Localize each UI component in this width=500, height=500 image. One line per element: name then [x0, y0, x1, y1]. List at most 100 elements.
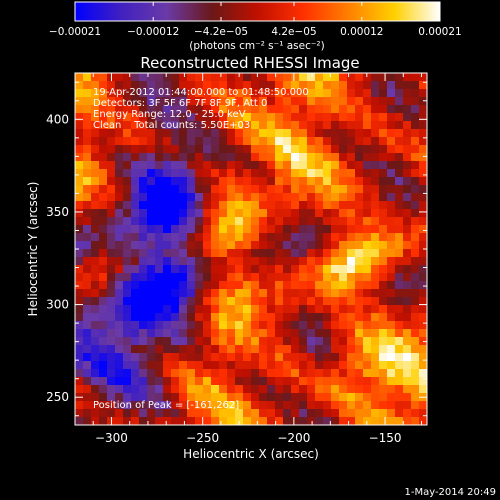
heatmap-cell [267, 241, 276, 250]
heatmap-cell [243, 401, 252, 410]
heatmap-cell [339, 393, 348, 402]
heatmap-cell [187, 297, 196, 306]
heatmap-cell [107, 105, 116, 114]
heatmap-cell [83, 201, 92, 210]
heatmap-cell [179, 153, 188, 162]
heatmap-cell [315, 385, 324, 394]
heatmap-cell [355, 409, 364, 418]
heatmap-cell [355, 273, 364, 282]
heatmap-cell [251, 273, 260, 282]
heatmap-cell [171, 73, 180, 82]
heatmap-cell [123, 193, 132, 202]
heatmap-cell [267, 153, 276, 162]
heatmap-cell [259, 201, 268, 210]
heatmap-cell [291, 89, 300, 98]
heatmap-cell [331, 113, 340, 122]
heatmap-cell [283, 289, 292, 298]
heatmap-cell [371, 121, 380, 130]
heatmap-cell [203, 321, 212, 330]
heatmap-cell [179, 345, 188, 354]
heatmap-cell [307, 257, 316, 266]
heatmap-cell [235, 257, 244, 266]
heatmap-cell [291, 73, 300, 82]
heatmap-cell [275, 145, 284, 154]
heatmap-cell [123, 209, 132, 218]
heatmap-cell [219, 113, 228, 122]
heatmap-cell [395, 89, 404, 98]
heatmap-cell [243, 345, 252, 354]
heatmap-cell [171, 305, 180, 314]
heatmap-cell [131, 321, 140, 330]
heatmap-cell [75, 201, 84, 210]
heatmap-cell [203, 153, 212, 162]
heatmap-cell [163, 209, 172, 218]
heatmap-cell [339, 289, 348, 298]
heatmap-cell [283, 105, 292, 114]
heatmap-cell [155, 353, 164, 362]
heatmap-cell [123, 185, 132, 194]
heatmap-cell [387, 337, 396, 346]
heatmap-cell [395, 121, 404, 130]
heatmap-cell [187, 81, 196, 90]
heatmap-cell [83, 257, 92, 266]
heatmap-cell [283, 225, 292, 234]
heatmap-cell [347, 345, 356, 354]
heatmap-cell [163, 73, 172, 82]
heatmap-cell [315, 289, 324, 298]
heatmap-cell [203, 121, 212, 130]
heatmap-cell [91, 137, 100, 146]
heatmap-cell [323, 153, 332, 162]
heatmap-cell [115, 337, 124, 346]
heatmap-cell [395, 385, 404, 394]
heatmap-cell [75, 225, 84, 234]
heatmap-cell [163, 105, 172, 114]
heatmap-cell [251, 265, 260, 274]
heatmap-cell [291, 145, 300, 154]
heatmap-cell [251, 193, 260, 202]
y-tick-label: 250 [46, 390, 69, 404]
heatmap-cell [115, 129, 124, 138]
heatmap-cell [235, 353, 244, 362]
colorbar-tick-label: 0.00012 [340, 26, 383, 38]
heatmap-cell [299, 345, 308, 354]
heatmap-cell [363, 89, 372, 98]
heatmap-cell [307, 73, 316, 82]
heatmap-cell [363, 233, 372, 242]
heatmap-cell [419, 185, 428, 194]
heatmap-cell [211, 153, 220, 162]
heatmap-cell [259, 113, 268, 122]
heatmap-cell [379, 265, 388, 274]
heatmap-cell [315, 113, 324, 122]
heatmap-cell [419, 233, 428, 242]
heatmap-cell [163, 113, 172, 122]
heatmap-cell [251, 217, 260, 226]
heatmap-cell [275, 289, 284, 298]
heatmap-cell [395, 289, 404, 298]
heatmap-cell [307, 129, 316, 138]
heatmap-cell [171, 201, 180, 210]
heatmap-cell [243, 97, 252, 106]
heatmap-cell [259, 329, 268, 338]
heatmap-cell [179, 209, 188, 218]
heatmap-cell [403, 161, 412, 170]
heatmap-cell [251, 417, 260, 426]
heatmap-cell [107, 257, 116, 266]
colorbar-frame [74, 1, 441, 22]
heatmap-cell [403, 297, 412, 306]
heatmap-cell [243, 121, 252, 130]
heatmap-cell [147, 353, 156, 362]
heatmap-cell [227, 137, 236, 146]
heatmap-cell [299, 289, 308, 298]
heatmap-cell [115, 305, 124, 314]
heatmap-cell [131, 401, 140, 410]
heatmap-cell [243, 281, 252, 290]
heatmap-cell [299, 353, 308, 362]
heatmap-cell [211, 81, 220, 90]
heatmap-cell [155, 137, 164, 146]
heatmap-cell [363, 137, 372, 146]
heatmap-cell [139, 249, 148, 258]
heatmap-cell [83, 313, 92, 322]
heatmap-cell [203, 81, 212, 90]
heatmap-cell [379, 89, 388, 98]
heatmap-cell [379, 121, 388, 130]
